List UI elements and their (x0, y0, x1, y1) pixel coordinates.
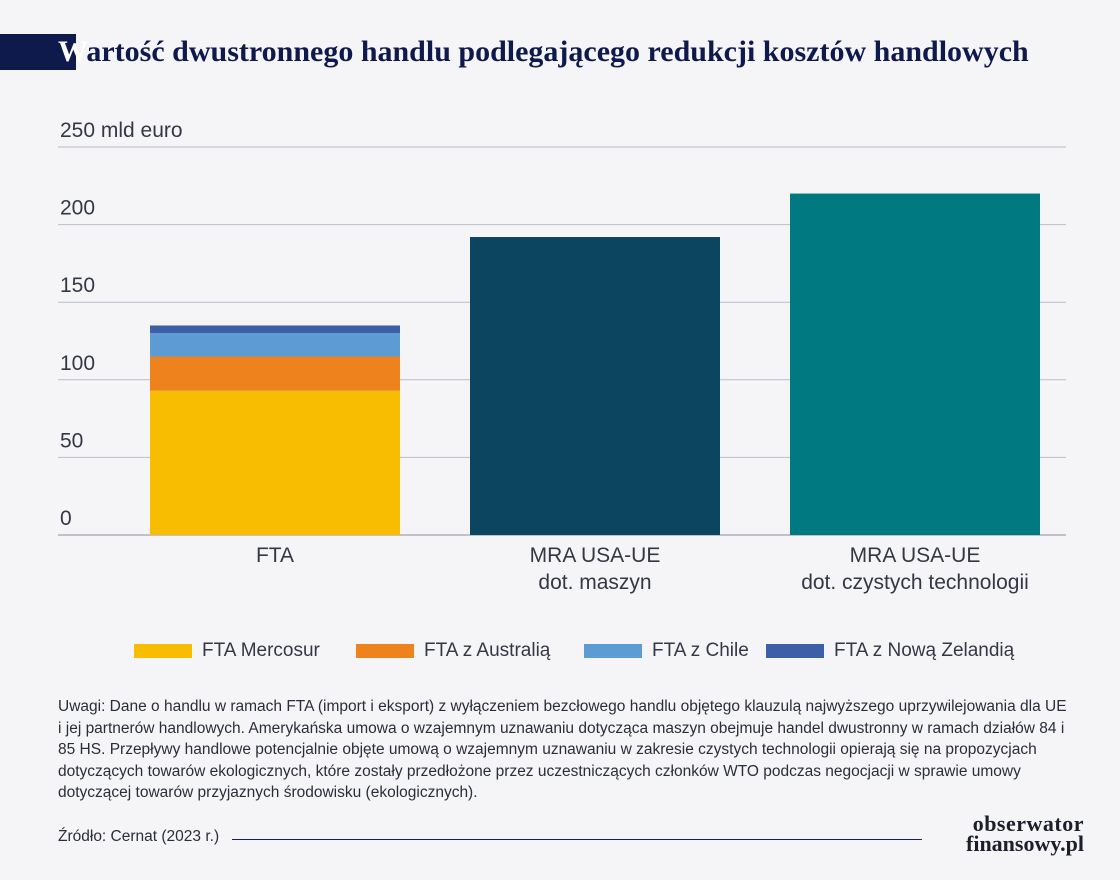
title-accent-bar (0, 34, 76, 70)
legend-swatch (584, 644, 642, 658)
logo-line-1: obserwator (972, 811, 1084, 836)
y-tick-label: 150 (60, 274, 95, 297)
chart-legend: FTA Mercosur FTA z Australią FTA z Chile FT… (134, 640, 1034, 670)
legend-swatch (766, 644, 824, 658)
chart-notes: Uwagi: Dane o handlu w ramach FTA (impor… (58, 698, 1067, 801)
x-category-label: FTA (256, 544, 294, 567)
chart-title: Wartość dwustronnego handlu podlegająceg… (58, 30, 1029, 74)
y-tick-label: 0 (60, 507, 72, 530)
source-divider (232, 839, 922, 840)
bar-chart: 0 50 100 150 200 250 mld euro FTA MRA USA-UE dot… (58, 119, 1066, 594)
bar-segment (470, 237, 720, 536)
legend-label: FTA z Nową Zelandią (834, 640, 1015, 661)
legend-swatch (134, 644, 192, 658)
y-tick-label: 200 (60, 197, 95, 220)
bar-segment (790, 193, 1040, 535)
y-tick-label: 50 (60, 429, 83, 452)
legend-swatch (356, 644, 414, 658)
bar-segment (150, 390, 400, 535)
x-category-label: dot. czystych technologii (801, 571, 1029, 594)
legend-item: FTA z Nową Zelandią (766, 640, 1014, 662)
logo-line-2: finansowy.pl (966, 831, 1084, 856)
legend-label: FTA z Australią (424, 640, 551, 661)
x-category-label: MRA USA-UE (530, 544, 661, 567)
title-first-letter: W (58, 35, 87, 68)
publisher-logo: obserwator finansowy.pl (934, 811, 1084, 856)
y-tick-label: 100 (60, 352, 95, 375)
x-category-label: MRA USA-UE (850, 544, 981, 567)
source-note: Źródło: Cernat (2023 r.) (58, 828, 220, 845)
legend-item: FTA z Chile (584, 640, 749, 662)
title-rest: artość dwustronnego handlu podlegającego… (86, 35, 1029, 68)
bar-segment (150, 325, 400, 334)
legend-label: FTA z Chile (652, 640, 749, 661)
bar-segment (150, 356, 400, 391)
x-category-label: dot. maszyn (538, 571, 651, 594)
legend-label: FTA Mercosur (202, 640, 320, 661)
y-tick-label: 250 mld euro (60, 119, 183, 142)
legend-item: FTA z Australią (356, 640, 550, 662)
legend-item: FTA Mercosur (134, 640, 320, 662)
bar-segment (150, 333, 400, 357)
